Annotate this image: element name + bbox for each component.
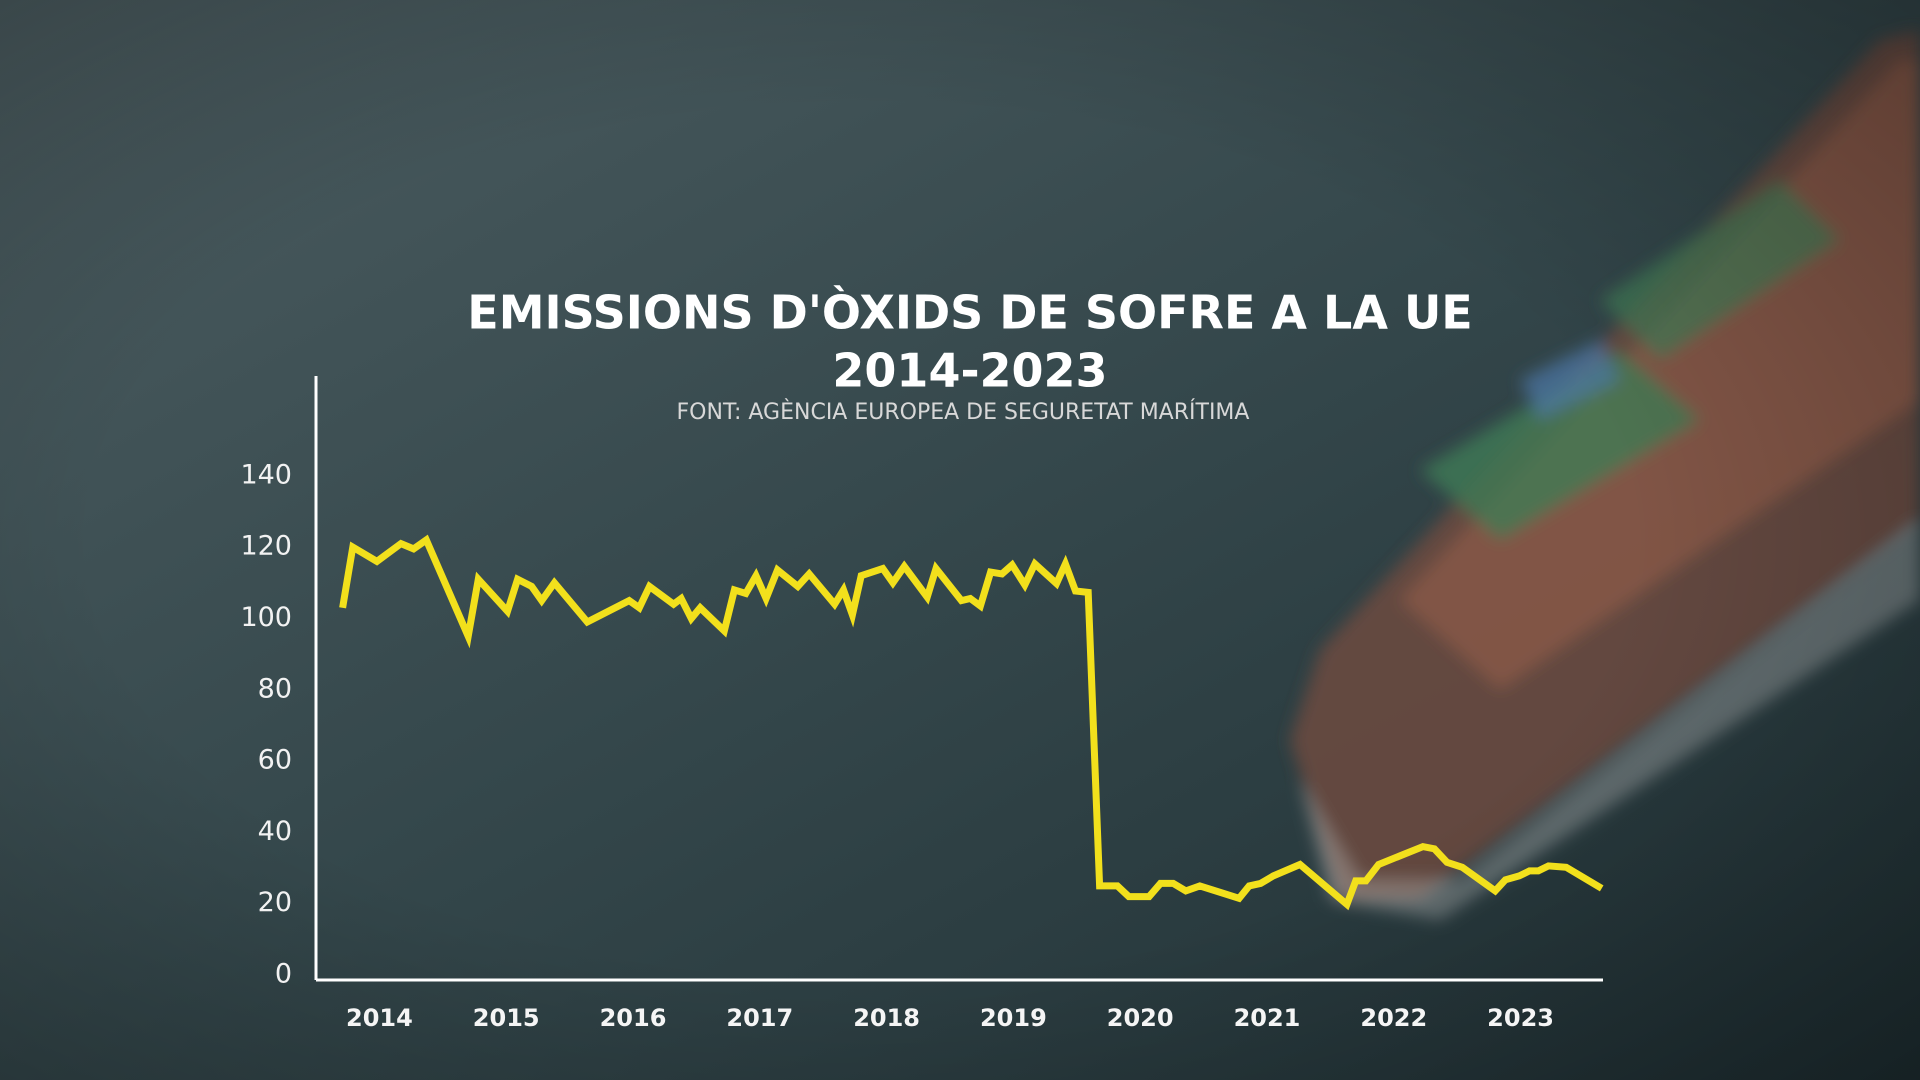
y-tick-label: 60 (258, 745, 292, 776)
y-tick-label: 20 (258, 887, 292, 918)
x-tick-label: 2014 (346, 1004, 413, 1032)
x-tick-label: 2019 (980, 1004, 1047, 1032)
x-tick-label: 2021 (1234, 1004, 1301, 1032)
y-tick-label: 0 (275, 959, 292, 990)
x-tick-label: 2022 (1360, 1004, 1427, 1032)
x-tick-label: 2017 (726, 1004, 793, 1032)
x-tick-label: 2016 (600, 1004, 667, 1032)
y-tick-label: 120 (240, 531, 292, 562)
x-tick-label: 2020 (1107, 1004, 1174, 1032)
source-note: FONT: AGÈNCIA EUROPEA DE SEGURETAT MARÍT… (677, 399, 1250, 425)
y-tick-label: 80 (258, 673, 292, 704)
chart-title: EMISSIONS D'ÒXIDS DE SOFRE A LA UE (467, 286, 1472, 340)
chart-subtitle: 2014-2023 (832, 344, 1107, 398)
x-tick-label: 2015 (473, 1004, 540, 1032)
y-tick-label: 140 (240, 459, 292, 490)
x-tick-label: 2018 (853, 1004, 920, 1032)
data-line (339, 534, 1604, 911)
y-tick-label: 40 (258, 816, 292, 847)
x-tick-label: 2023 (1487, 1004, 1554, 1032)
y-tick-label: 100 (240, 602, 292, 633)
